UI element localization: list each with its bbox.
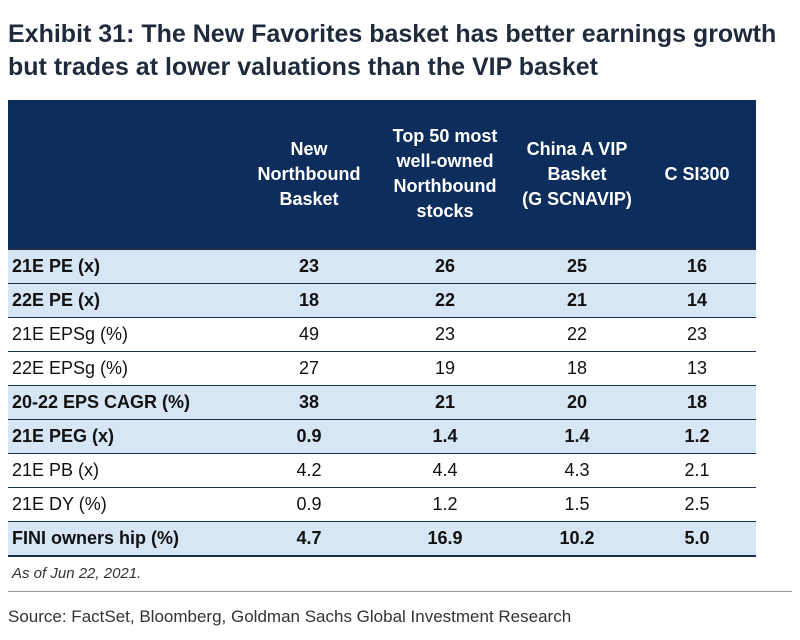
row-label: 21E EPSg (%) xyxy=(8,317,244,352)
table-cell: 22 xyxy=(516,317,638,352)
table-cell: 18 xyxy=(516,351,638,386)
table-cell: 0.9 xyxy=(244,419,374,454)
table-row: 22E EPSg (%) 27 19 18 13 xyxy=(8,351,756,386)
table-cell: 5.0 xyxy=(638,521,756,557)
table-cell: 23 xyxy=(244,248,374,284)
table-cell: 1.2 xyxy=(638,419,756,454)
table-cell: 16 xyxy=(638,248,756,284)
table-cell: 4.4 xyxy=(374,453,516,488)
table-cell: 26 xyxy=(374,248,516,284)
column-header-line: Basket xyxy=(547,163,607,184)
column-header-label: China A VIP Basket (G SCNAVIP) xyxy=(522,137,632,212)
table-cell: 23 xyxy=(638,317,756,352)
table-body: 21E PE (x) 23 26 25 16 22E PE (x) 18 22 21 14 21E … xyxy=(8,248,756,557)
valuation-table: New Northbound Basket Top 50 most well-owned… xyxy=(8,100,756,557)
table-cell: 19 xyxy=(374,351,516,386)
row-label: 21E PEG (x) xyxy=(8,419,244,454)
table-cell: 1.5 xyxy=(516,487,638,522)
column-header-label: Top 50 most well-owned Northbound stocks xyxy=(393,124,498,224)
table-row: 21E PEG (x) 0.9 1.4 1.4 1.2 xyxy=(8,419,756,454)
column-header-3: China A VIP Basket (G SCNAVIP) xyxy=(516,100,638,249)
table-cell: 38 xyxy=(244,385,374,420)
table-cell: 23 xyxy=(374,317,516,352)
header-cell-blank xyxy=(8,100,244,249)
table-cell: 1.4 xyxy=(374,419,516,454)
column-header-line: Northbound xyxy=(257,163,361,184)
table-cell: 10.2 xyxy=(516,521,638,557)
chart-title-line-2: but trades at lower valuations than the … xyxy=(8,53,598,81)
table-row: 21E PB (x) 4.2 4.4 4.3 2.1 xyxy=(8,453,756,488)
table-row: 21E DY (%) 0.9 1.2 1.5 2.5 xyxy=(8,487,756,522)
chart-title-line-1: Exhibit 31: The New Favorites basket has… xyxy=(8,20,777,48)
table-cell: 16.9 xyxy=(374,521,516,557)
source-text: Source: FactSet, Bloomberg, Goldman Sach… xyxy=(8,607,572,626)
table-cell: 2.1 xyxy=(638,453,756,488)
table-cell: 27 xyxy=(244,351,374,386)
table-cell: 4.2 xyxy=(244,453,374,488)
row-label: 21E PB (x) xyxy=(8,453,244,488)
table-cell: 1.4 xyxy=(516,419,638,454)
table-cell: 4.7 xyxy=(244,521,374,557)
column-header-line: Northbound xyxy=(393,176,497,196)
column-header-2: Top 50 most well-owned Northbound stocks xyxy=(374,100,516,249)
row-label: 21E PE (x) xyxy=(8,248,244,284)
column-header-line: well-owned xyxy=(396,151,494,171)
column-header-line: China A VIP xyxy=(526,138,628,159)
table-cell: 25 xyxy=(516,248,638,284)
source-divider xyxy=(8,591,792,592)
table-row: FINI owners hip (%) 4.7 16.9 10.2 5.0 xyxy=(8,521,756,557)
table-cell: 2.5 xyxy=(638,487,756,522)
table-header-row: New Northbound Basket Top 50 most well-owned… xyxy=(8,100,756,249)
data-table-container: New Northbound Basket Top 50 most well-owned… xyxy=(8,100,756,557)
table-cell: 21 xyxy=(516,283,638,318)
table-cell: 0.9 xyxy=(244,487,374,522)
table-cell: 18 xyxy=(244,283,374,318)
table-cell: 20 xyxy=(516,385,638,420)
table-row: 21E EPSg (%) 49 23 22 23 xyxy=(8,317,756,352)
table-cell: 1.2 xyxy=(374,487,516,522)
column-header-label: New Northbound Basket xyxy=(258,137,361,212)
table-cell: 21 xyxy=(374,385,516,420)
row-label: 20-22 EPS CAGR (%) xyxy=(8,385,244,420)
chart-title: Exhibit 31: The New Favorites basket has… xyxy=(8,18,788,84)
table-cell: 49 xyxy=(244,317,374,352)
row-label: 22E PE (x) xyxy=(8,283,244,318)
column-header-1: New Northbound Basket xyxy=(244,100,374,249)
as-of-note: As of Jun 22, 2021. xyxy=(12,565,142,582)
column-header-line: New xyxy=(290,138,328,159)
row-label: 21E DY (%) xyxy=(8,487,244,522)
row-label: FINI owners hip (%) xyxy=(8,521,244,557)
column-header-4: C SI300 xyxy=(638,100,756,249)
table-cell: 14 xyxy=(638,283,756,318)
table-row: 20-22 EPS CAGR (%) 38 21 20 18 xyxy=(8,385,756,420)
table-row: 21E PE (x) 23 26 25 16 xyxy=(8,248,756,284)
column-header-line: Basket xyxy=(279,188,339,209)
table-cell: 18 xyxy=(638,385,756,420)
column-header-line: Top 50 most xyxy=(392,126,498,146)
table-cell: 22 xyxy=(374,283,516,318)
row-label: 22E EPSg (%) xyxy=(8,351,244,386)
table-row: 22E PE (x) 18 22 21 14 xyxy=(8,283,756,318)
table-cell: 13 xyxy=(638,351,756,386)
column-header-line: C SI300 xyxy=(664,163,730,184)
column-header-label: C SI300 xyxy=(664,162,729,187)
column-header-line: stocks xyxy=(416,201,474,221)
column-header-line: (G SCNAVIP) xyxy=(522,188,632,209)
table-cell: 4.3 xyxy=(516,453,638,488)
